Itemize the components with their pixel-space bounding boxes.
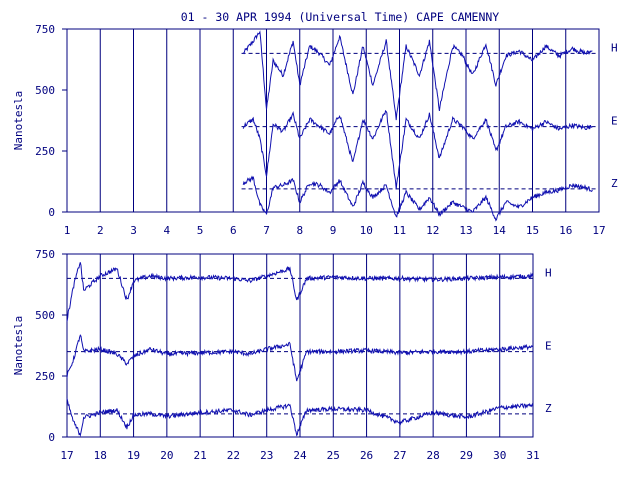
- y-tick-label: 500: [35, 309, 55, 322]
- upper-panel: 1 2 3 4 5 6 7 8 9 10 11 12 13 14 15 16 170250500750Nanot…: [12, 23, 618, 237]
- x-tick-label: 23: [260, 449, 273, 462]
- chart-title: 01 - 30 APR 1994 (Universal Time) CAPE C…: [181, 10, 500, 24]
- x-tick-label: 14: [493, 224, 507, 237]
- x-tick-label: 21: [194, 449, 207, 462]
- x-tick-label: 22: [227, 449, 240, 462]
- x-tick-label: 3: [130, 224, 137, 237]
- x-tick-label: 1: [64, 224, 71, 237]
- x-tick-label: 24: [293, 449, 307, 462]
- x-tick-label: 10: [360, 224, 373, 237]
- series-label-e: E: [611, 115, 618, 128]
- series-label-z: Z: [545, 402, 552, 415]
- y-tick-label: 0: [48, 431, 55, 444]
- x-tick-label: 13: [459, 224, 472, 237]
- x-tick-label: 12: [426, 224, 439, 237]
- x-tick-label: 30: [493, 449, 506, 462]
- series-h-trace: [242, 30, 593, 121]
- x-tick-label: 18: [94, 449, 107, 462]
- y-tick-label: 750: [35, 23, 55, 36]
- series-h-trace: [66, 262, 534, 322]
- x-tick-label: 6: [230, 224, 237, 237]
- x-tick-label: 15: [526, 224, 539, 237]
- series-e-trace: [242, 109, 593, 190]
- series-label-z: Z: [611, 177, 618, 190]
- x-tick-label: 8: [296, 224, 303, 237]
- lower-panel: 17 18 19 20 21 22 23 24 25 26 27 28 29 30 31 0 250 500 750…: [12, 248, 552, 462]
- y-axis-label: Nanotesla: [12, 91, 25, 151]
- x-tick-label: 27: [393, 449, 406, 462]
- x-tick-label: 16: [559, 224, 572, 237]
- x-tick-label: 7: [263, 224, 270, 237]
- x-tick-label: 25: [327, 449, 340, 462]
- x-tick-label: 11: [393, 224, 406, 237]
- x-tick-label: 17: [60, 449, 73, 462]
- x-tick-label: 9: [330, 224, 337, 237]
- x-tick-label: 17: [592, 224, 605, 237]
- x-tick-label: 28: [427, 449, 440, 462]
- x-tick-label: 29: [460, 449, 473, 462]
- y-tick-label: 250: [35, 370, 55, 383]
- series-label-h: H: [545, 266, 552, 279]
- x-tick-label: 20: [160, 449, 173, 462]
- x-tick-label: 31: [526, 449, 539, 462]
- x-tick-label: 5: [197, 224, 204, 237]
- x-tick-label: 26: [360, 449, 373, 462]
- y-axis-label: Nanotesla: [12, 316, 25, 376]
- series-label-e: E: [545, 340, 552, 353]
- series-z-trace: [66, 398, 534, 437]
- y-tick-label: 750: [35, 248, 55, 261]
- series-z-trace: [242, 175, 593, 222]
- y-tick-label: 0: [48, 206, 55, 219]
- series-label-h: H: [611, 41, 618, 54]
- x-tick-label: 2: [97, 224, 104, 237]
- y-tick-label: 250: [35, 145, 55, 158]
- series-e-trace: [66, 334, 534, 382]
- x-tick-label: 4: [163, 224, 170, 237]
- x-tick-label: 19: [127, 449, 140, 462]
- y-tick-label: 500: [35, 84, 55, 97]
